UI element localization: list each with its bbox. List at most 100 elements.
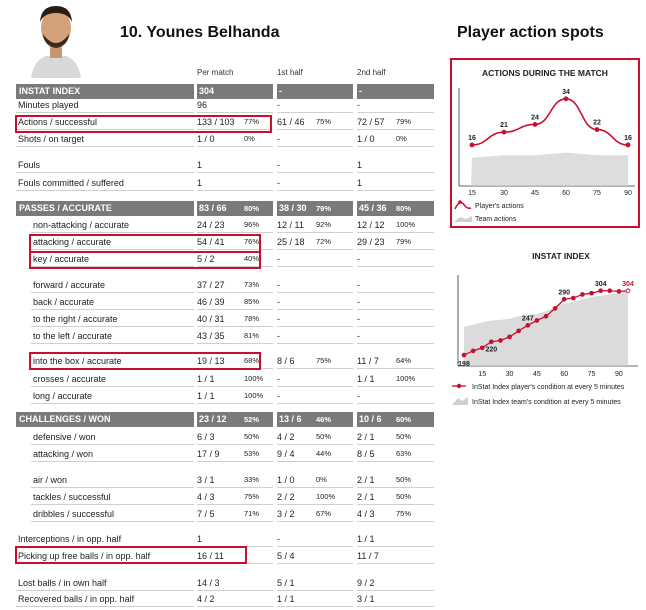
row-underline (277, 309, 353, 310)
row-underline (357, 190, 434, 191)
stat-row: key / accurate 5 / 2 40% - - (16, 252, 434, 267)
stat-row: forward / accurate 37 / 27 73% - - (16, 278, 434, 293)
player-action-point (532, 122, 538, 127)
player-index-point (470, 348, 476, 354)
second-half-value: - (357, 280, 360, 290)
second-half-value: 1 (357, 160, 363, 170)
x-tick-label: 75 (588, 371, 596, 378)
per-match-pct: 78% (244, 314, 260, 323)
first-half-value: 4 / 2 (277, 432, 295, 442)
section-header: INSTAT INDEX 304 - - (16, 84, 434, 99)
row-underline (357, 521, 434, 522)
stat-label: dribbles / successful (33, 509, 115, 519)
row-underline (197, 112, 273, 113)
first-half-value: - (277, 534, 280, 544)
per-match-pct: 80% (244, 204, 260, 213)
first-half-pct: 75% (316, 356, 332, 365)
stat-label: to the right / accurate (33, 314, 118, 324)
right-title: Player action spots (457, 24, 604, 41)
per-match-pct: 0% (244, 134, 255, 143)
first-half-value: 3 / 2 (277, 509, 295, 519)
stat-label: key / accurate (33, 254, 90, 264)
stat-row: attacking / won 17 / 9 53% 9 / 4 44% 8 / 5 63% (16, 447, 434, 462)
per-match-pct: 33% (244, 475, 260, 484)
row-underline (277, 326, 353, 327)
stat-label: into the box / accurate (33, 356, 122, 366)
player-action-point (563, 96, 569, 102)
row-underline (16, 190, 194, 191)
first-half-pct: 75% (316, 117, 332, 126)
row-underline (357, 309, 434, 310)
legend: InStat Index player's condition at every… (452, 383, 625, 406)
row-underline (16, 606, 194, 607)
stat-label: Fouls committed / suffered (18, 178, 124, 188)
header-band (197, 201, 273, 216)
per-match-pct: 100% (244, 374, 264, 383)
per-match-pct: 81% (244, 331, 260, 340)
row-underline (197, 386, 273, 387)
stat-row: dribbles / successful 7 / 5 71% 3 / 2 67% 4 /… (16, 507, 434, 522)
row-underline (197, 129, 273, 130)
row-underline (277, 266, 353, 267)
second-half-pct: 63% (396, 449, 412, 458)
header-band (357, 412, 434, 427)
col-per-match: Per match (197, 68, 234, 77)
header-band (277, 84, 353, 99)
section-title: CHALLENGES / WON (19, 414, 111, 424)
highlight-key (29, 251, 261, 269)
per-match-value: 43 / 35 (197, 331, 225, 341)
stat-label: Interceptions / in opp. half (18, 534, 122, 544)
row-underline (277, 343, 353, 344)
player-title: 10. Younes Belhanda (120, 24, 280, 41)
data-label: 22 (593, 120, 601, 127)
per-match-value: 1 (197, 178, 203, 188)
player-index-point (625, 288, 631, 294)
first-half-value: - (277, 178, 280, 188)
row-underline (277, 292, 353, 293)
row-underline (31, 309, 194, 310)
per-match-value: 14 / 3 (197, 578, 220, 588)
x-tick-label: 60 (560, 371, 568, 378)
second-half-value: 1 / 1 (357, 534, 375, 544)
row-underline (277, 606, 353, 607)
data-label: 198 (458, 361, 470, 368)
stat-row: air / won 3 / 1 33% 1 / 0 0% 2 / 1 50% (16, 473, 434, 488)
player-index-point (598, 288, 604, 294)
x-tick-label: 45 (531, 190, 539, 197)
section-title: INSTAT INDEX (19, 86, 81, 96)
per-match-value: 17 / 9 (197, 449, 220, 459)
stat-row: Fouls committed / suffered 1 - 1 (16, 176, 434, 191)
second-half-pct: 50% (396, 492, 412, 501)
row-underline (197, 309, 273, 310)
stat-row: Shots / on target 1 / 0 0% - 1 / 0 0% (16, 132, 434, 147)
row-underline (197, 292, 273, 293)
player-index-point (461, 352, 467, 358)
x-tick-label: 15 (478, 371, 486, 378)
legend-player-dot (458, 200, 462, 204)
row-underline (31, 249, 194, 250)
first-half-value: - (277, 314, 280, 324)
row-underline (357, 461, 434, 462)
stat-label: Minutes played (18, 100, 79, 110)
stat-label: forward / accurate (33, 280, 106, 290)
second-half-pct: 0% (396, 134, 407, 143)
per-match-pct: 96% (244, 220, 260, 229)
second-half-value: - (357, 331, 360, 341)
second-half-value: 4 / 3 (357, 509, 375, 519)
stat-label: Lost balls / in own half (18, 578, 107, 588)
header-band (277, 412, 353, 427)
data-label: 304 (622, 281, 634, 288)
header-band (357, 201, 434, 216)
first-half-value: - (277, 280, 280, 290)
data-label: 304 (595, 281, 607, 288)
row-underline (357, 292, 434, 293)
first-half-pct: 50% (316, 432, 332, 441)
first-half-value: 1 / 1 (277, 594, 295, 604)
second-half-value: 29 / 23 (357, 237, 385, 247)
header-band (357, 84, 434, 99)
stat-label: non-attacking / accurate (33, 220, 130, 230)
legend: Player's actions Team actions (454, 200, 524, 223)
player-index-point (507, 334, 512, 340)
row-underline (197, 343, 273, 344)
legend-team-label: InStat Index team's condition at every 5… (472, 399, 621, 406)
